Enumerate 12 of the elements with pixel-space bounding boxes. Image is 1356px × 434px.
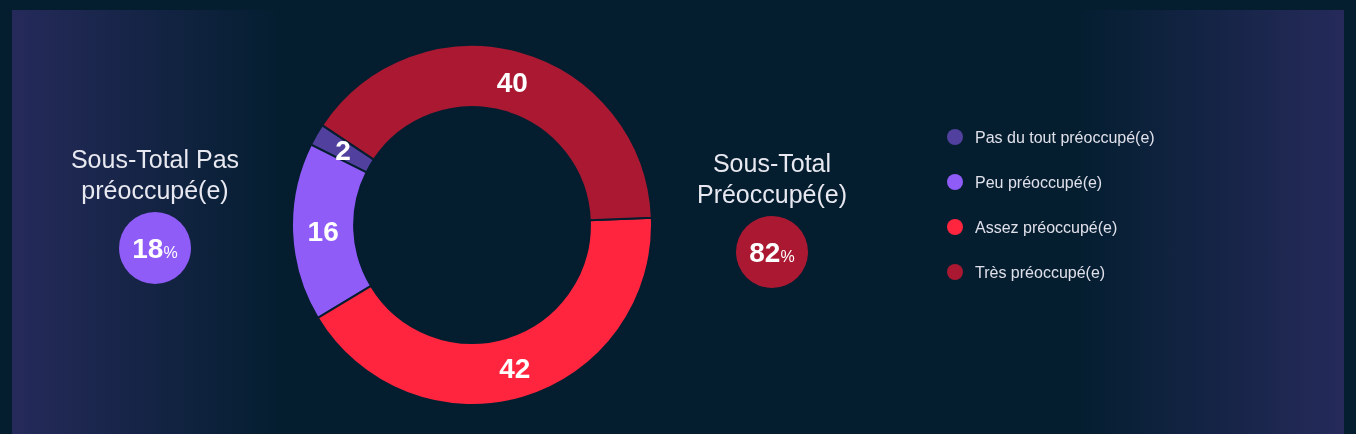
data-label: 16 [307,215,339,247]
data-label: 42 [499,352,531,384]
legend-label: Pas du tout préoccupé(e) [975,129,1155,146]
legend-label: Peu préoccupé(e) [975,174,1103,191]
text: 82% [749,237,795,268]
legend-label: Assez préoccupé(e) [975,219,1118,236]
text: Sous-Total Préoccupé(e) [696,149,848,208]
data-label: 2 [335,135,351,167]
text: Sous-Total Pas préoccupé(e) [70,145,240,204]
legend-label: Très préoccupé(e) [975,264,1106,281]
data-label: 40 [496,66,528,98]
text: 18% [132,233,178,264]
